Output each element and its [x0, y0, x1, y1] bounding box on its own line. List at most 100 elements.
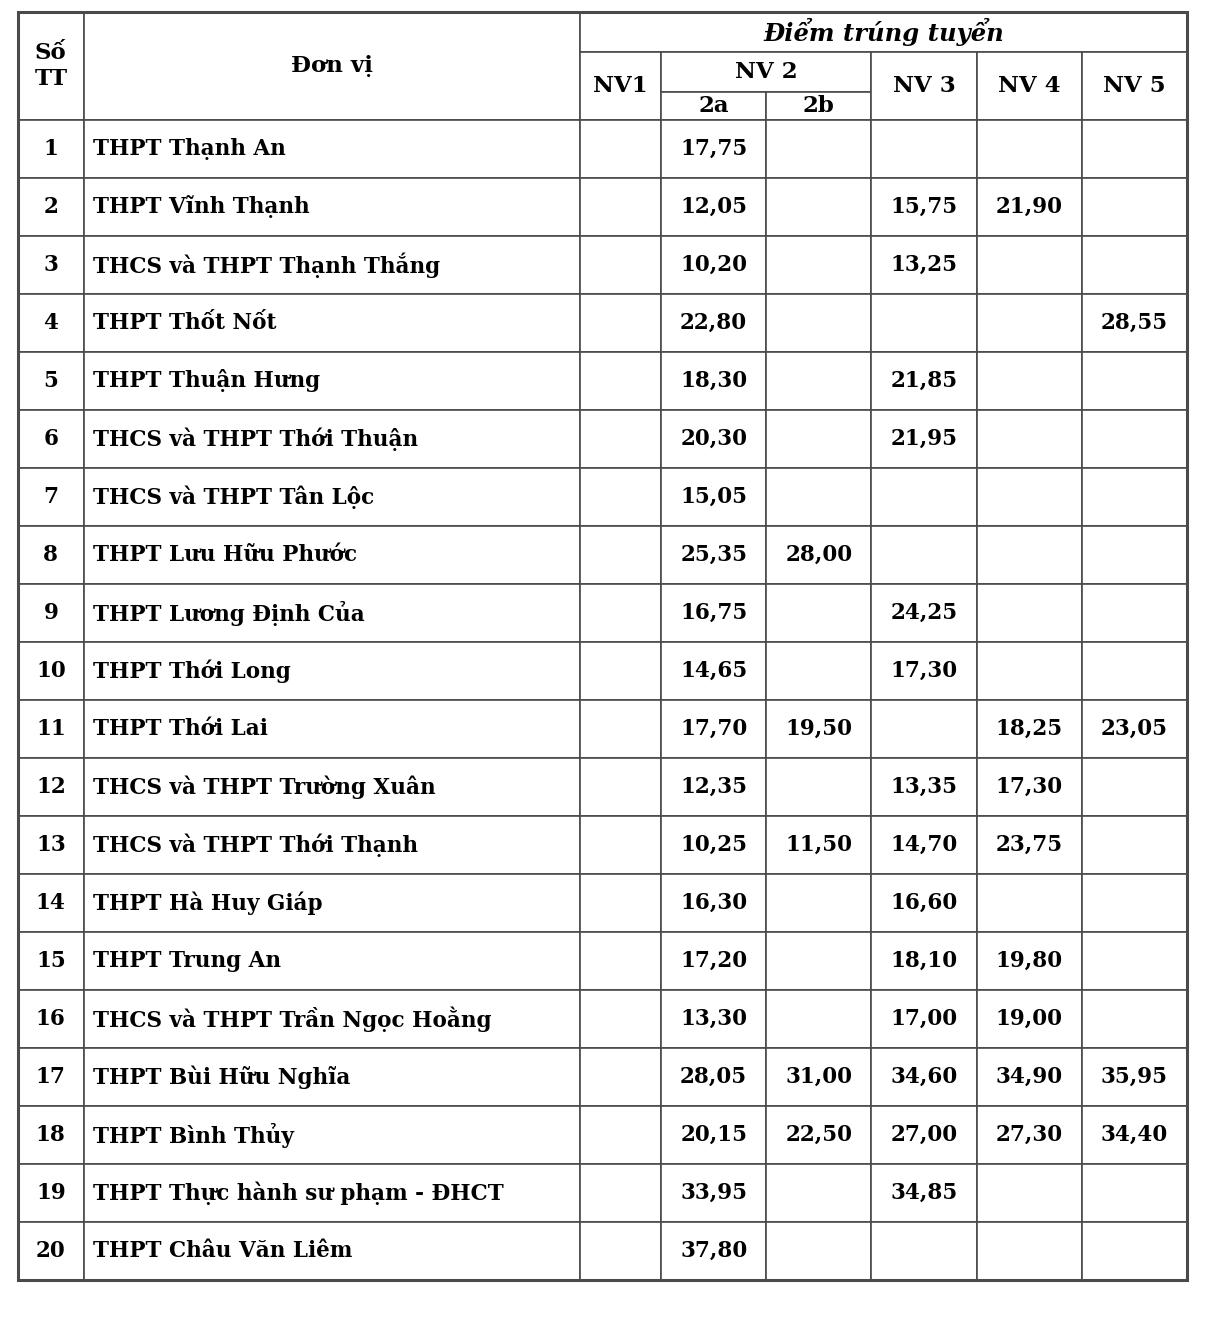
Bar [83, 642, 580, 700]
Text: 21,90: 21,90 [995, 197, 1063, 218]
Bar [580, 758, 662, 816]
Bar [18, 991, 83, 1049]
Text: THPT Thuận Hưng: THPT Thuận Hưng [93, 369, 319, 393]
Bar [18, 120, 83, 178]
Text: 23,75: 23,75 [995, 834, 1063, 856]
Text: NV 4: NV 4 [998, 75, 1060, 98]
Bar [580, 12, 1187, 51]
Bar [1082, 700, 1187, 758]
Text: THPT Trung An: THPT Trung An [93, 950, 281, 972]
Bar [18, 1163, 83, 1221]
Bar [662, 51, 871, 92]
Bar [18, 700, 83, 758]
Bar [662, 178, 766, 236]
Text: 23,05: 23,05 [1101, 718, 1168, 740]
Bar [871, 816, 976, 874]
Text: 16,75: 16,75 [680, 601, 747, 624]
Bar [1082, 933, 1187, 991]
Bar [871, 410, 976, 468]
Bar [976, 1163, 1082, 1221]
Bar [580, 236, 662, 294]
Bar [83, 816, 580, 874]
Text: 34,85: 34,85 [890, 1182, 958, 1204]
Bar [1082, 642, 1187, 700]
Bar [976, 526, 1082, 584]
Bar [662, 700, 766, 758]
Text: THPT Hà Huy Giáp: THPT Hà Huy Giáp [93, 892, 322, 915]
Text: 2: 2 [43, 197, 58, 218]
Text: 28,00: 28,00 [786, 543, 852, 566]
Bar [1082, 178, 1187, 236]
Bar [1082, 294, 1187, 352]
Bar [662, 92, 766, 120]
Bar [871, 236, 976, 294]
Text: 28,55: 28,55 [1101, 313, 1168, 334]
Bar [976, 933, 1082, 991]
Bar [18, 1221, 83, 1279]
Bar [1082, 816, 1187, 874]
Bar [580, 120, 662, 178]
Bar [766, 874, 871, 933]
Bar [766, 758, 871, 816]
Text: 19,80: 19,80 [995, 950, 1063, 972]
Text: 34,40: 34,40 [1101, 1124, 1168, 1146]
Text: 17,30: 17,30 [995, 776, 1063, 798]
Text: 24,25: 24,25 [890, 601, 958, 624]
Bar [1082, 120, 1187, 178]
Bar [18, 352, 83, 410]
Bar [766, 352, 871, 410]
Bar [18, 1049, 83, 1107]
Bar [662, 294, 766, 352]
Bar [662, 933, 766, 991]
Text: THCS và THPT Thới Thạnh: THCS và THPT Thới Thạnh [93, 834, 418, 857]
Bar [1082, 1107, 1187, 1163]
Bar [976, 294, 1082, 352]
Bar [1082, 1221, 1187, 1279]
Bar [83, 236, 580, 294]
Bar [976, 1221, 1082, 1279]
Bar [976, 584, 1082, 642]
Bar [580, 1221, 662, 1279]
Bar [662, 1221, 766, 1279]
Bar [871, 178, 976, 236]
Bar [83, 1163, 580, 1221]
Bar [83, 294, 580, 352]
Bar [580, 51, 662, 120]
Text: 15,75: 15,75 [890, 197, 958, 218]
Bar [18, 526, 83, 584]
Text: 7: 7 [43, 485, 58, 508]
Bar [1082, 410, 1187, 468]
Bar [766, 584, 871, 642]
Bar [976, 700, 1082, 758]
Text: 17,75: 17,75 [680, 138, 747, 160]
Bar [976, 468, 1082, 526]
Bar [1082, 584, 1187, 642]
Text: 14: 14 [36, 892, 66, 914]
Bar [976, 236, 1082, 294]
Text: 10,25: 10,25 [680, 834, 747, 856]
Bar [766, 642, 871, 700]
Bar [83, 120, 580, 178]
Text: 17,20: 17,20 [680, 950, 747, 972]
Text: 20: 20 [36, 1240, 66, 1262]
Text: NV1: NV1 [593, 75, 648, 98]
Text: THPT Thới Long: THPT Thới Long [93, 660, 290, 683]
Bar [83, 1049, 580, 1107]
Bar [580, 526, 662, 584]
Text: 17,70: 17,70 [680, 718, 747, 740]
Bar [766, 1049, 871, 1107]
Bar [662, 1107, 766, 1163]
Text: 19,50: 19,50 [786, 718, 852, 740]
Bar [580, 816, 662, 874]
Text: 28,05: 28,05 [680, 1066, 747, 1088]
Bar [871, 120, 976, 178]
Text: 8: 8 [43, 543, 58, 566]
Bar [766, 1163, 871, 1221]
Bar [871, 584, 976, 642]
Bar [83, 468, 580, 526]
Bar [580, 1163, 662, 1221]
Bar [662, 526, 766, 584]
Text: 22,50: 22,50 [786, 1124, 852, 1146]
Bar [580, 468, 662, 526]
Bar [976, 816, 1082, 874]
